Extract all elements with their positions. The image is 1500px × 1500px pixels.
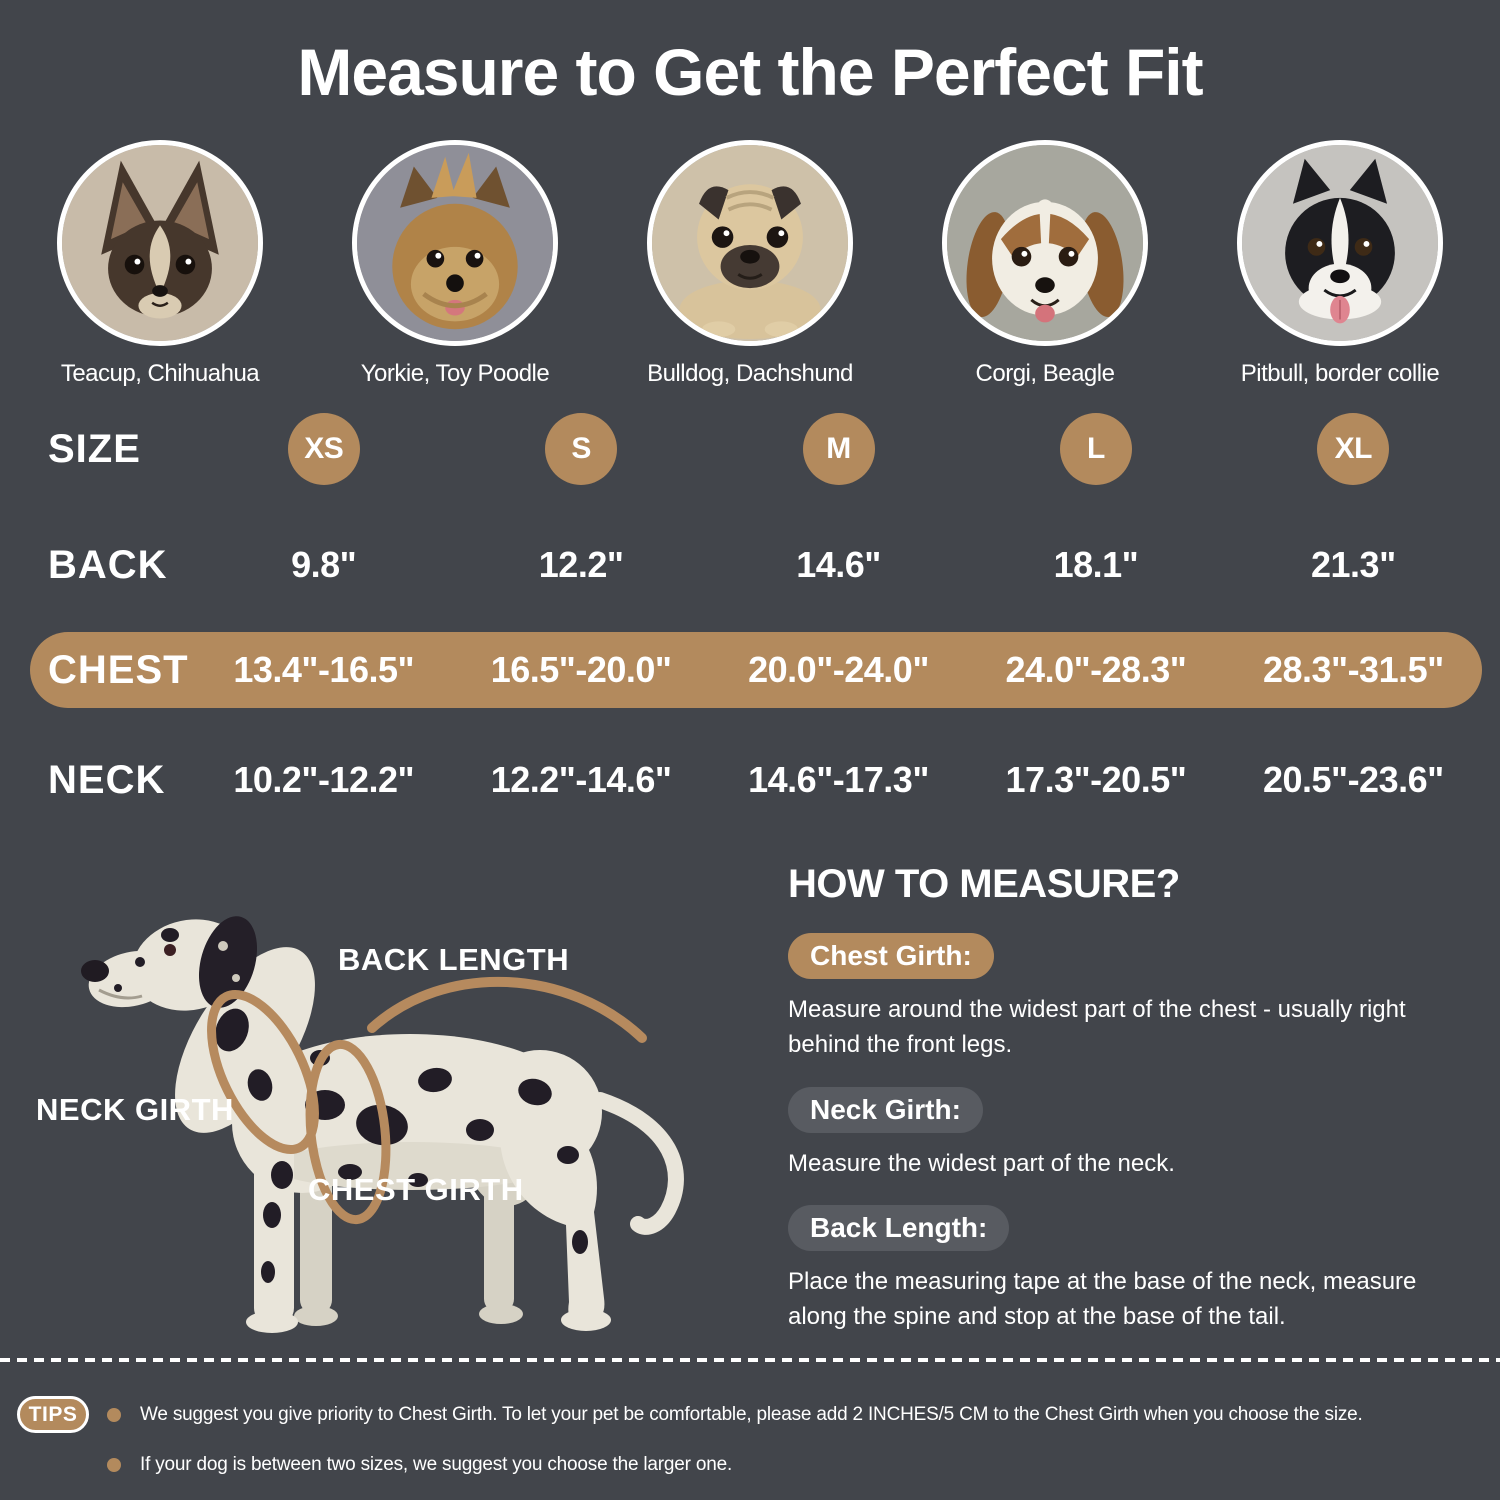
neck-value: 10.2"-12.2"	[233, 759, 415, 800]
pug-photo	[647, 140, 853, 346]
chest-value: 20.0"-24.0"	[748, 649, 929, 690]
size-badge-m: M	[802, 413, 875, 485]
measure-item: Neck Girth: Measure the widest part of t…	[788, 1086, 1498, 1182]
dalmatian-spots	[114, 928, 588, 1283]
chest-row-highlighted: CHEST 13.4"-16.5" 16.5"-20.0" 20.0"-24.0…	[30, 632, 1482, 708]
size-cell: M	[710, 413, 967, 485]
neck-value: 12.2"-14.6"	[490, 759, 672, 800]
tip-bullet-dot	[107, 1458, 121, 1472]
size-badge-s: S	[545, 413, 618, 485]
back-value: 14.6"	[796, 544, 881, 585]
border-collie-photo	[1237, 140, 1443, 346]
back-value: 18.1"	[1053, 544, 1139, 585]
breed-label: Corgi, Beagle	[975, 360, 1115, 387]
neck-value: 17.3"-20.5"	[1005, 759, 1187, 800]
dashed-divider	[0, 1358, 1500, 1362]
back-value: 21.3"	[1311, 544, 1396, 585]
how-to-measure-section: HOW TO MEASURE? Chest Girth: Measure aro…	[788, 862, 1498, 1359]
breed-label: Teacup, Chihuahua	[60, 360, 260, 387]
border-collie-dog-illustration	[1242, 145, 1438, 341]
row-header-chest: CHEST	[48, 647, 189, 692]
breed-photos-row: Teacup, Chihuahua Y	[57, 140, 1443, 388]
measurement-diagram: BACK LENGTH NECK GIRTH CHEST GIRTH	[20, 880, 740, 1350]
measure-item: Back Length: Place the measuring tape at…	[788, 1205, 1498, 1335]
breed-label: Bulldog, Dachshund	[647, 360, 853, 387]
back-length-description: Place the measuring tape at the base of …	[788, 1268, 1417, 1331]
size-badge-xl: XL	[1317, 413, 1390, 485]
dalmatian-dog-illustration	[81, 916, 684, 1333]
how-to-measure-title: HOW TO MEASURE?	[788, 862, 1180, 906]
size-cell: XL	[1225, 413, 1482, 485]
breed-label: Yorkie, Toy Poodle	[360, 360, 550, 387]
breed-card: Bulldog, Dachshund	[647, 140, 853, 388]
beagle-photo	[942, 140, 1148, 346]
pug-dog-illustration	[652, 145, 848, 341]
row-header-size: SIZE	[48, 426, 141, 471]
tip-bullet-dot	[107, 1408, 121, 1422]
yorkie-dog-illustration	[357, 145, 553, 341]
neck-girth-description: Measure the widest part of the neck.	[788, 1149, 1175, 1177]
neck-girth-label: NECK GIRTH	[36, 1092, 234, 1127]
breed-card: Pitbull, border collie	[1237, 140, 1443, 388]
size-cell: S	[452, 413, 709, 485]
beagle-dog-illustration	[947, 145, 1143, 341]
back-value: 9.8"	[291, 544, 357, 585]
back-row: BACK 9.8" 12.2" 14.6" 18.1" 21.3"	[30, 527, 1482, 603]
size-badge-xs: XS	[287, 413, 360, 485]
neck-value: 20.5"-23.6"	[1262, 759, 1444, 800]
chest-girth-description: Measure around the widest part of the ch…	[788, 996, 1406, 1058]
back-length-label: BACK LENGTH	[338, 942, 570, 977]
chest-girth-label: CHEST GIRTH	[308, 1172, 524, 1207]
tips-badge: TIPS	[17, 1396, 89, 1433]
chest-value: 13.4"-16.5"	[233, 649, 415, 690]
tip-item: If your dog is between two sizes, we sug…	[140, 1454, 733, 1475]
size-badge-l: L	[1059, 413, 1132, 485]
chest-girth-badge: Chest Girth:	[788, 933, 994, 979]
back-value: 12.2"	[538, 544, 624, 585]
neck-girth-tape	[207, 989, 319, 1155]
neck-value: 14.6"-17.3"	[748, 759, 929, 800]
breed-card: Teacup, Chihuahua	[57, 140, 263, 388]
row-header-back: BACK	[48, 542, 168, 587]
size-cell: XS	[195, 413, 452, 485]
tip-item: We suggest you give priority to Chest Gi…	[140, 1404, 1363, 1425]
breed-label: Pitbull, border collie	[1240, 360, 1440, 387]
page-title: Measure to Get the Perfect Fit	[297, 35, 1203, 109]
chest-value: 28.3"-31.5"	[1262, 649, 1444, 690]
measuring-tapes	[207, 976, 647, 1225]
measure-item: Chest Girth: Measure around the widest p…	[788, 933, 1498, 1063]
back-length-tape	[367, 976, 647, 1043]
chest-value: 16.5"-20.0"	[490, 649, 672, 690]
chest-value: 24.0"-28.3"	[1005, 649, 1187, 690]
yorkie-photo	[352, 140, 558, 346]
breed-card: Corgi, Beagle	[942, 140, 1148, 388]
chest-girth-tape	[305, 1039, 391, 1225]
neck-row: NECK 10.2"-12.2" 12.2"-14.6" 14.6"-17.3"…	[30, 742, 1482, 818]
size-row: SIZE XS S M L XL	[30, 411, 1482, 487]
breed-card: Yorkie, Toy Poodle	[352, 140, 558, 388]
row-header-neck: NECK	[48, 757, 166, 802]
size-cell: L	[967, 413, 1224, 485]
neck-girth-badge: Neck Girth:	[788, 1086, 983, 1133]
back-length-badge: Back Length:	[788, 1205, 1010, 1252]
chihuahua-photo	[57, 140, 263, 346]
chihuahua-dog-illustration	[62, 145, 258, 341]
